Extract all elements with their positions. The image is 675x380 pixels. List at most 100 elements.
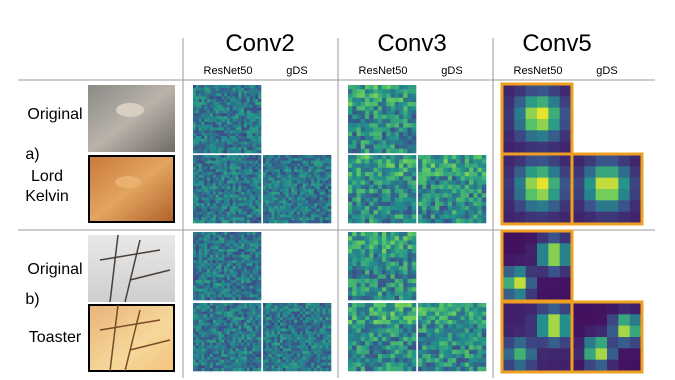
map-cell bbox=[391, 159, 396, 164]
map-cell bbox=[238, 99, 241, 102]
map-cell bbox=[224, 289, 227, 292]
map-cell bbox=[444, 206, 449, 211]
map-cell bbox=[361, 333, 366, 338]
map-cell bbox=[224, 108, 227, 111]
map-cell bbox=[227, 303, 230, 306]
map-cell bbox=[374, 172, 379, 177]
map-cell bbox=[422, 198, 427, 203]
map-cell bbox=[328, 164, 331, 167]
map-cell bbox=[216, 186, 219, 189]
map-cell bbox=[238, 357, 241, 360]
map-cell bbox=[277, 312, 280, 315]
map-cell bbox=[247, 235, 250, 238]
map-cell bbox=[263, 164, 266, 167]
map-cell bbox=[258, 99, 261, 102]
map-cell bbox=[244, 147, 247, 150]
map-cell bbox=[269, 169, 272, 172]
map-cell bbox=[348, 236, 353, 241]
map-cell bbox=[303, 175, 306, 178]
map-cell bbox=[196, 312, 199, 315]
map-cell bbox=[399, 283, 404, 288]
map-cell bbox=[258, 136, 261, 139]
map-cell bbox=[266, 365, 269, 368]
map-cell bbox=[193, 215, 196, 218]
map-cell bbox=[202, 266, 205, 269]
map-cell bbox=[193, 125, 196, 128]
map-cell bbox=[255, 260, 258, 263]
map-cell bbox=[286, 169, 289, 172]
map-cell bbox=[219, 88, 222, 91]
map-cell bbox=[213, 172, 216, 175]
map-cell bbox=[255, 269, 258, 272]
map-cell bbox=[439, 155, 444, 160]
map-cell bbox=[247, 309, 250, 312]
map-cell bbox=[216, 351, 219, 354]
map-cell bbox=[269, 178, 272, 181]
map-cell bbox=[283, 155, 286, 158]
map-cell bbox=[300, 334, 303, 337]
map-cell bbox=[325, 360, 328, 363]
map-cell bbox=[277, 164, 280, 167]
map-cell bbox=[314, 212, 317, 215]
map-cell bbox=[250, 297, 253, 300]
map-cell bbox=[386, 198, 391, 203]
map-cell bbox=[255, 303, 258, 306]
map-cell bbox=[230, 337, 233, 340]
map-cell bbox=[272, 186, 275, 189]
map-cell bbox=[202, 136, 205, 139]
map-cell bbox=[607, 200, 619, 212]
map-cell bbox=[408, 132, 413, 137]
map-cell bbox=[369, 363, 374, 368]
map-cell bbox=[286, 314, 289, 317]
map-cell bbox=[216, 334, 219, 337]
map-cell bbox=[202, 158, 205, 161]
map-cell bbox=[219, 252, 222, 255]
map-cell bbox=[210, 189, 213, 192]
map-cell bbox=[236, 363, 239, 366]
map-cell bbox=[274, 178, 277, 181]
map-cell bbox=[308, 340, 311, 343]
map-cell bbox=[236, 337, 239, 340]
map-cell bbox=[391, 346, 396, 351]
map-cell bbox=[233, 337, 236, 340]
map-cell bbox=[266, 166, 269, 169]
map-cell bbox=[306, 363, 309, 366]
map-cell bbox=[365, 219, 370, 224]
map-cell bbox=[352, 176, 357, 181]
map-cell bbox=[439, 316, 444, 321]
map-cell bbox=[291, 200, 294, 203]
map-cell bbox=[461, 316, 466, 321]
map-cell bbox=[274, 329, 277, 332]
map-cell bbox=[224, 368, 227, 371]
map-cell bbox=[361, 337, 366, 342]
map-cell bbox=[216, 198, 219, 201]
map-cell bbox=[213, 128, 216, 131]
map-cell bbox=[274, 317, 277, 320]
map-cell bbox=[352, 89, 357, 94]
map-cell bbox=[374, 155, 379, 160]
map-cell bbox=[250, 142, 253, 145]
map-cell bbox=[247, 102, 250, 105]
map-cell bbox=[294, 314, 297, 317]
map-cell bbox=[213, 200, 216, 203]
map-cell bbox=[241, 189, 244, 192]
map-cell bbox=[224, 147, 227, 150]
map-cell bbox=[348, 119, 353, 124]
map-cell bbox=[236, 289, 239, 292]
map-cell bbox=[247, 200, 250, 203]
map-cell bbox=[395, 102, 400, 107]
map-cell bbox=[382, 275, 387, 280]
map-cell bbox=[266, 175, 269, 178]
map-cell bbox=[241, 85, 244, 88]
map-cell bbox=[311, 203, 314, 206]
map-cell bbox=[357, 312, 362, 317]
map-cell bbox=[213, 122, 216, 125]
map-cell bbox=[238, 147, 241, 150]
map-cell bbox=[233, 275, 236, 278]
map-cell bbox=[395, 258, 400, 263]
map-cell bbox=[258, 363, 261, 366]
map-cell bbox=[365, 245, 370, 250]
map-cell bbox=[408, 164, 413, 169]
map-cell bbox=[352, 145, 357, 150]
map-cell bbox=[193, 108, 196, 111]
